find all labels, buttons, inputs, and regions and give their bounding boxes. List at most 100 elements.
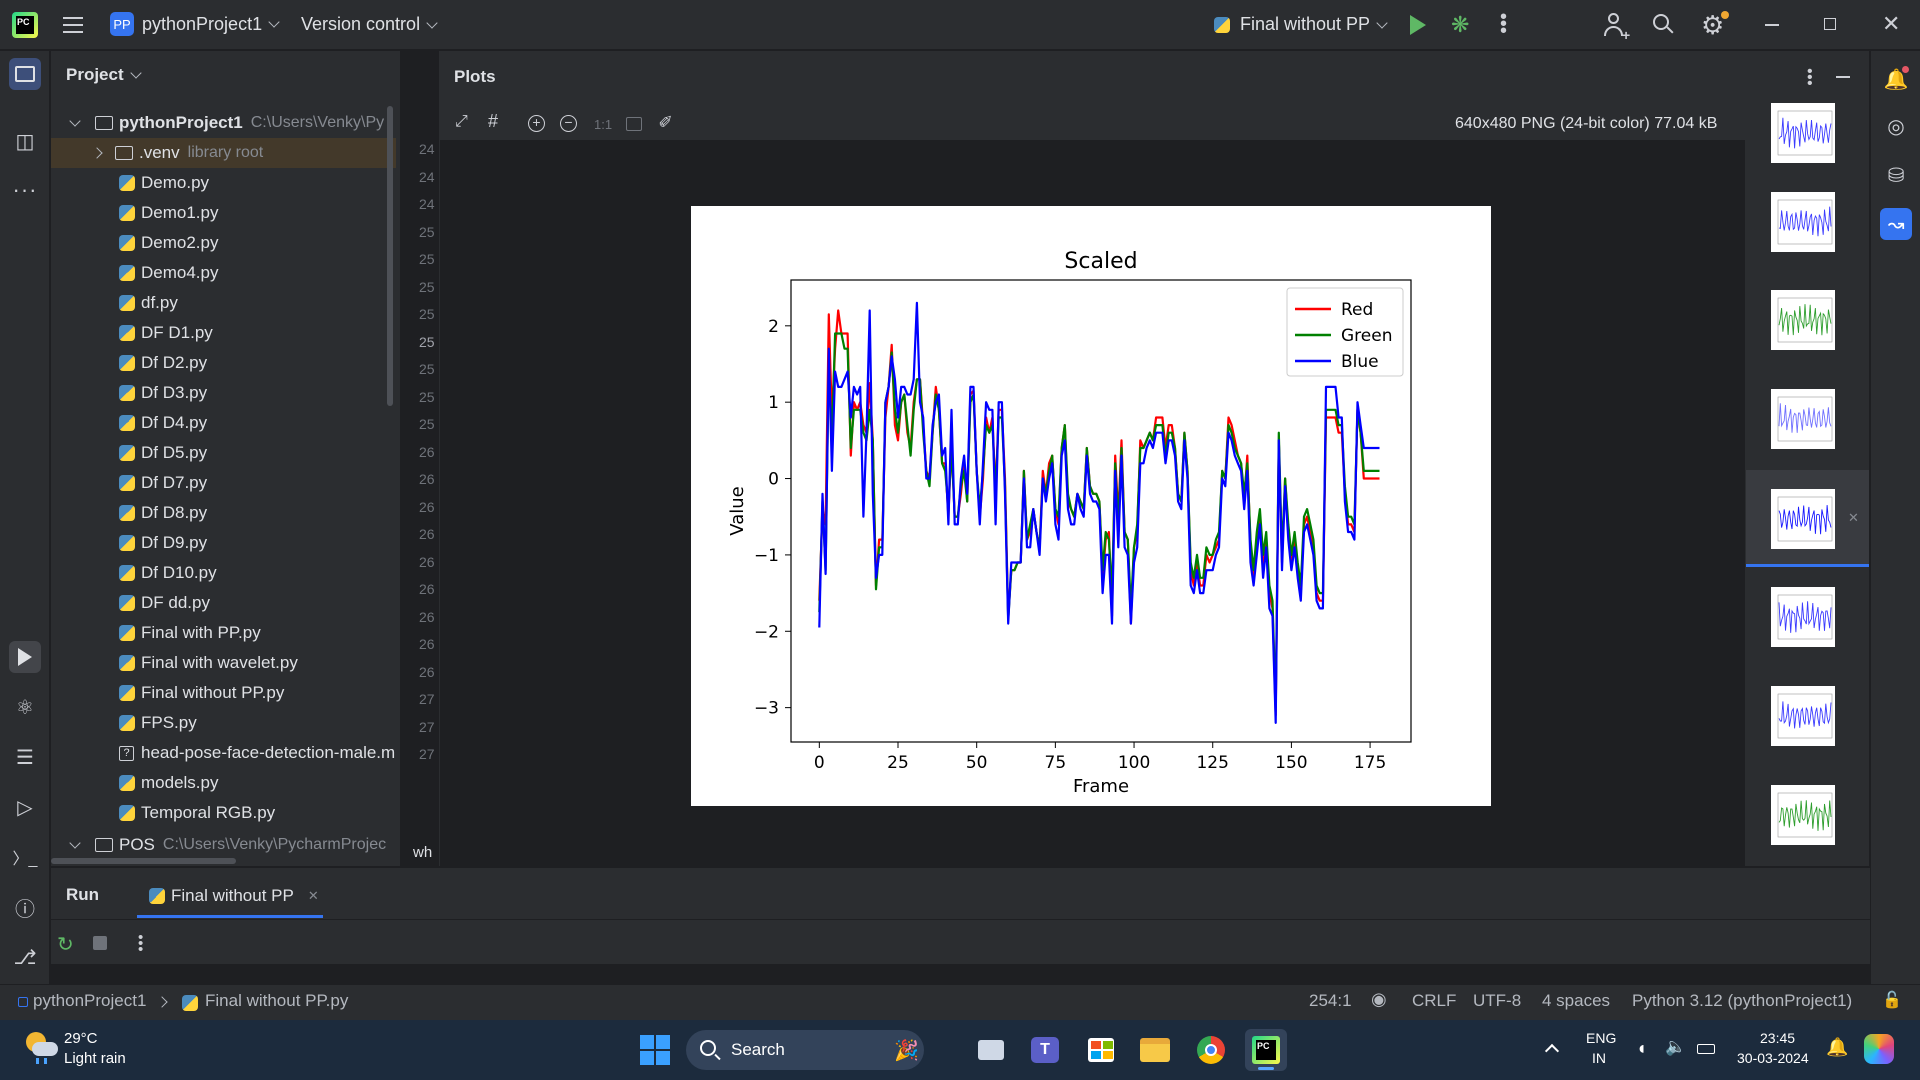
windows-start-icon[interactable] bbox=[640, 1035, 670, 1065]
services-icon[interactable]: ▷ bbox=[17, 796, 33, 819]
project-scrollbar[interactable] bbox=[387, 106, 393, 406]
database-icon[interactable]: ⛁ bbox=[1887, 164, 1905, 187]
line-separator[interactable]: CRLF bbox=[1412, 991, 1457, 1010]
tree-file-item[interactable]: Demo4.py bbox=[51, 258, 396, 288]
volume-icon[interactable]: 🔈 bbox=[1665, 1037, 1687, 1056]
actual-size-label[interactable]: 1:1 bbox=[594, 117, 613, 132]
add-user-icon[interactable]: + bbox=[1604, 13, 1630, 43]
tree-file-item[interactable]: Final with PP.py bbox=[51, 618, 396, 648]
tree-file-item[interactable]: Demo2.py bbox=[51, 228, 396, 258]
rerun-icon[interactable]: ↻ bbox=[57, 934, 74, 956]
plot-thumbnail[interactable] bbox=[1771, 489, 1835, 549]
file-encoding[interactable]: UTF-8 bbox=[1473, 991, 1522, 1010]
indent-setting[interactable]: 4 spaces bbox=[1542, 991, 1611, 1010]
pycharm-logo-icon[interactable]: PC bbox=[12, 12, 38, 38]
tree-file-item[interactable]: df.py bbox=[51, 288, 396, 318]
structure-icon[interactable]: ◫ bbox=[15, 130, 35, 153]
tree-file-item[interactable]: Temporal RGB.py bbox=[51, 798, 396, 828]
thumbnail-close-icon[interactable]: ✕ bbox=[1848, 510, 1859, 525]
tree-root-folder[interactable]: pythonProject1 C:\Users\Venky\Py bbox=[51, 108, 396, 138]
plot-thumbnail[interactable] bbox=[1771, 290, 1835, 350]
tree-file-item[interactable]: Final with wavelet.py bbox=[51, 648, 396, 678]
debug-bug-icon[interactable]: ❋ bbox=[1451, 12, 1470, 37]
plot-thumbnail[interactable] bbox=[1771, 587, 1835, 647]
tree-file-item[interactable]: Demo.py bbox=[51, 168, 396, 198]
language-bottom[interactable]: IN bbox=[1592, 1050, 1606, 1066]
main-menu-icon[interactable] bbox=[63, 15, 83, 33]
console-area[interactable] bbox=[51, 964, 1870, 985]
clock-date[interactable]: 30-03-2024 bbox=[1737, 1050, 1809, 1066]
python-interpreter[interactable]: Python 3.12 (pythonProject1) bbox=[1632, 991, 1853, 1010]
plot-thumbnail[interactable] bbox=[1771, 103, 1835, 163]
minimize-window-button[interactable] bbox=[1765, 24, 1779, 26]
sciview-plots-icon[interactable]: ↝ bbox=[1880, 208, 1912, 240]
grid-icon[interactable]: # bbox=[488, 111, 499, 131]
tree-file-item[interactable]: Df D10.py bbox=[51, 558, 396, 588]
more-actions-icon[interactable]: • • • bbox=[1500, 6, 1508, 42]
tree-pos-folder[interactable]: POS C:\Users\Venky\PycharmProjec bbox=[51, 830, 396, 860]
plots-options-icon[interactable]: • • • bbox=[1807, 63, 1813, 92]
notifications-bell-icon[interactable]: 🔔 bbox=[1880, 63, 1912, 95]
plot-thumbnail[interactable] bbox=[1771, 785, 1835, 845]
pycharm-taskbar-icon[interactable]: PC bbox=[1245, 1029, 1287, 1071]
tree-file-item[interactable]: Df D2.py bbox=[51, 348, 396, 378]
python-packages-icon[interactable]: ☰ bbox=[16, 746, 34, 769]
tree-file-item[interactable]: Df D4.py bbox=[51, 408, 396, 438]
battery-icon[interactable] bbox=[1697, 1044, 1715, 1054]
plot-thumbnail[interactable] bbox=[1771, 389, 1835, 449]
tree-file-item[interactable]: FPS.py bbox=[51, 708, 396, 738]
terminal-icon[interactable]: 〉_ bbox=[12, 851, 38, 868]
more-tools-icon[interactable]: ··· bbox=[12, 177, 38, 202]
tree-file-item[interactable]: Df D8.py bbox=[51, 498, 396, 528]
tree-file-item[interactable]: Demo1.py bbox=[51, 198, 396, 228]
plots-hide-button[interactable] bbox=[1836, 76, 1850, 78]
lock-icon[interactable]: 🔓 bbox=[1882, 992, 1902, 1009]
weather-rain-icon[interactable] bbox=[24, 1030, 58, 1064]
tree-file-item[interactable]: Final without PP.py bbox=[51, 678, 396, 708]
inspection-eye-icon[interactable]: ◉ bbox=[1371, 989, 1387, 1009]
tree-venv-folder[interactable]: .venv library root bbox=[51, 138, 396, 168]
project-switcher[interactable]: PP pythonProject1 bbox=[110, 12, 280, 36]
search-icon[interactable] bbox=[1653, 14, 1675, 36]
breadcrumb-file[interactable]: Final without PP.py bbox=[205, 991, 349, 1010]
project-hscrollbar[interactable] bbox=[51, 858, 236, 864]
python-console-icon[interactable]: ⚛ bbox=[16, 696, 34, 719]
zoom-in-icon[interactable]: + bbox=[528, 115, 545, 132]
chrome-icon[interactable] bbox=[1190, 1029, 1232, 1071]
ai-assistant-icon[interactable]: ◎ bbox=[1887, 115, 1905, 138]
run-tool-icon[interactable] bbox=[9, 641, 41, 673]
file-explorer-icon[interactable] bbox=[1134, 1029, 1176, 1071]
vcs-menu[interactable]: Version control bbox=[301, 14, 438, 35]
breadcrumb-project[interactable]: pythonProject1 bbox=[33, 991, 147, 1010]
wifi-icon[interactable]: ◖ bbox=[1636, 1038, 1647, 1058]
run-tab[interactable]: Final without PP ✕ bbox=[137, 876, 323, 918]
tree-file-item[interactable]: Df D7.py bbox=[51, 468, 396, 498]
fit-window-icon[interactable] bbox=[626, 117, 642, 131]
zoom-out-icon[interactable]: − bbox=[560, 115, 577, 132]
copilot-icon[interactable] bbox=[1864, 1034, 1894, 1064]
tree-file-item[interactable]: DF D1.py bbox=[51, 318, 396, 348]
microsoft-store-icon[interactable] bbox=[1080, 1029, 1122, 1071]
notification-center-icon[interactable]: 🔔 bbox=[1826, 1037, 1849, 1057]
close-window-button[interactable]: ✕ bbox=[1882, 11, 1901, 36]
caret-position[interactable]: 254:1 bbox=[1309, 991, 1352, 1010]
fit-zoom-icon[interactable]: ⤢ bbox=[455, 113, 468, 130]
teams-icon[interactable]: T bbox=[1024, 1029, 1066, 1071]
tree-file-item[interactable]: models.py bbox=[51, 768, 396, 798]
close-tab-icon[interactable]: ✕ bbox=[307, 887, 319, 903]
settings-gear-icon[interactable]: ⚙ bbox=[1701, 11, 1729, 39]
stop-icon[interactable] bbox=[93, 936, 107, 950]
language-top[interactable]: ENG bbox=[1586, 1030, 1617, 1046]
run-more-icon[interactable]: • • • bbox=[138, 929, 144, 958]
color-picker-icon[interactable]: ✏ bbox=[653, 108, 679, 134]
run-button[interactable] bbox=[1410, 15, 1426, 35]
tree-file-item[interactable]: ? head-pose-face-detection-male.m bbox=[51, 738, 396, 768]
plot-thumbnail[interactable] bbox=[1771, 192, 1835, 252]
tree-file-item[interactable]: Df D9.py bbox=[51, 528, 396, 558]
restore-window-button[interactable] bbox=[1824, 18, 1836, 30]
tree-file-item[interactable]: DF dd.py bbox=[51, 588, 396, 618]
tree-file-item[interactable]: Df D3.py bbox=[51, 378, 396, 408]
project-panel-header[interactable]: Project bbox=[66, 65, 142, 85]
task-view-icon[interactable] bbox=[970, 1029, 1012, 1071]
problems-icon[interactable]: ⓘ bbox=[15, 898, 35, 921]
